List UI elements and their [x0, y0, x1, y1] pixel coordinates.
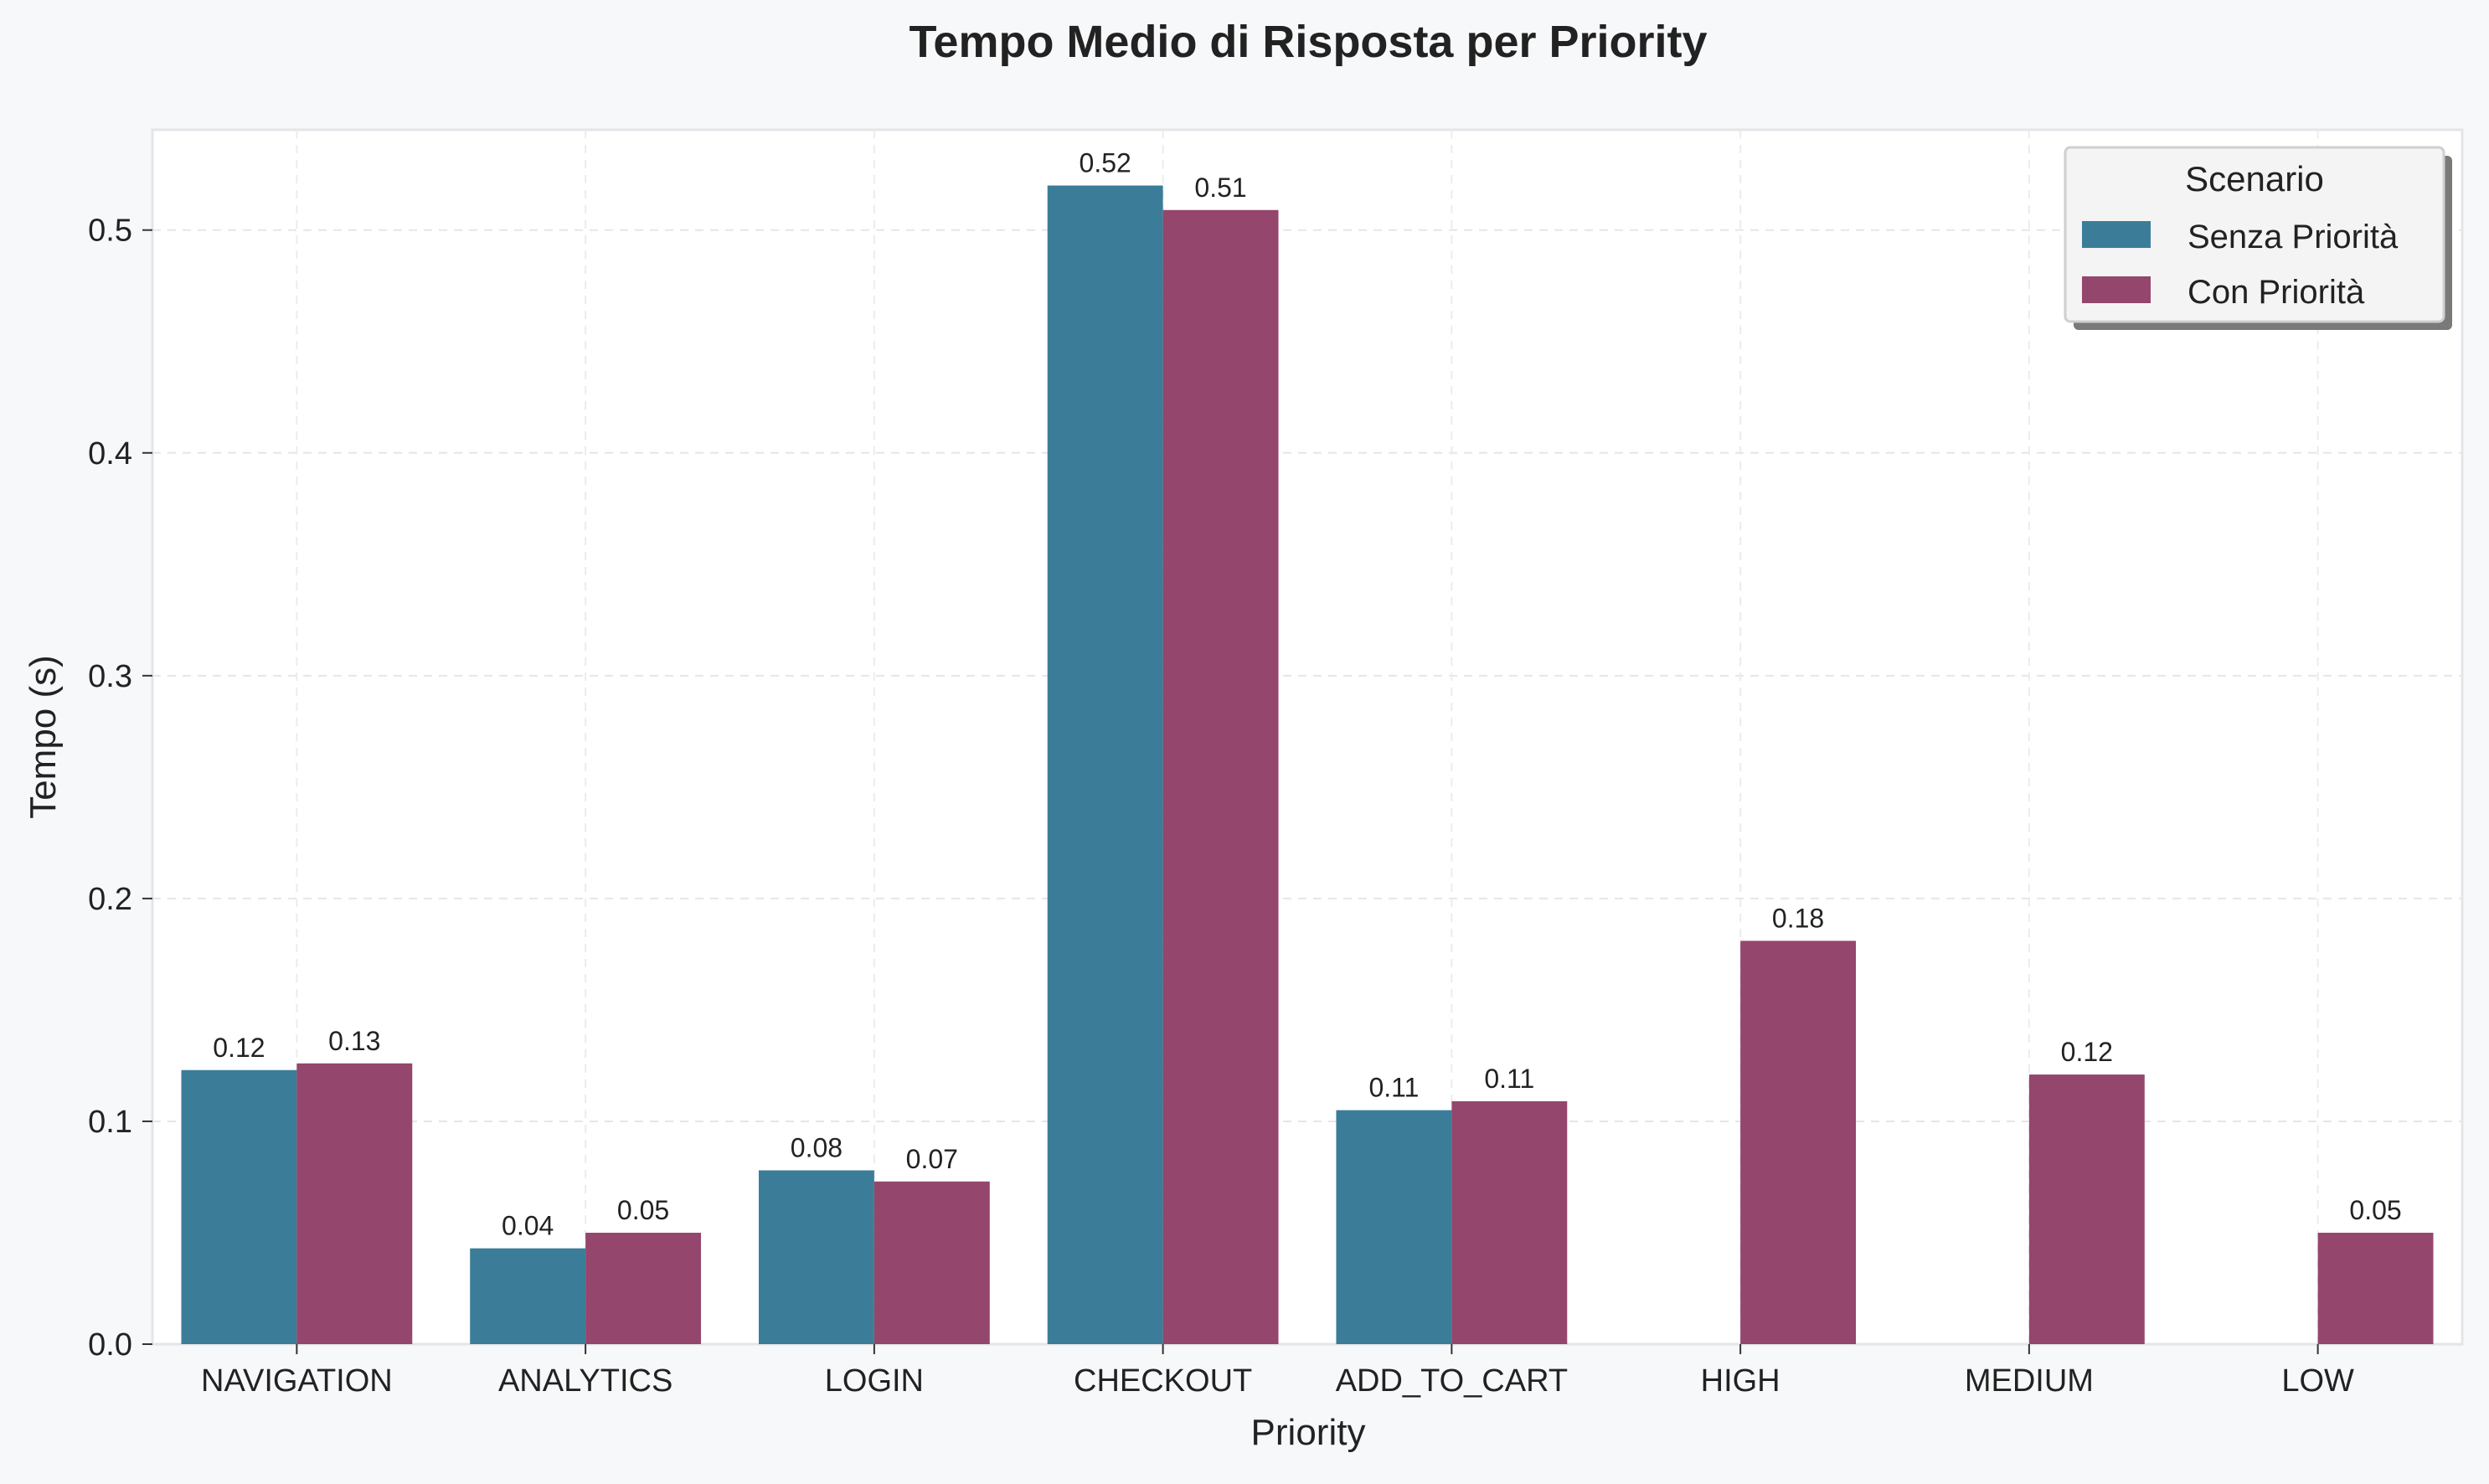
bar-senza-priorita: [758, 1170, 874, 1344]
data-label: 0.11: [1368, 1073, 1419, 1103]
bar-senza-priorita: [1336, 1110, 1452, 1344]
y-tick-label: 0.4: [88, 436, 132, 471]
y-tick-label: 0.5: [88, 214, 132, 249]
bar-senza-priorita: [181, 1069, 297, 1344]
data-label: 0.05: [617, 1195, 669, 1225]
bar-con-priorita: [2028, 1074, 2145, 1344]
axes: 0.0 0.1 0.2 0.3 0.4 0.5 NAVIGATION ANALYTICS LOG…: [88, 214, 2354, 1399]
legend-title: Scenario: [2185, 159, 2324, 198]
legend-label-senza-priorita: Senza Priorità: [2188, 219, 2399, 255]
x-axis-label: Priority: [1251, 1412, 1366, 1453]
bar-con-priorita: [585, 1232, 702, 1344]
x-tick-label: ADD_TO_CART: [1336, 1363, 1568, 1399]
x-tick-label: LOGIN: [825, 1363, 924, 1399]
data-label: 0.05: [2349, 1195, 2401, 1225]
bar-con-priorita: [1451, 1101, 1568, 1344]
chart-title: Tempo Medio di Risposta per Priority: [909, 17, 1707, 67]
data-label: 0.13: [328, 1026, 380, 1056]
y-tick-label: 0.2: [88, 882, 132, 917]
x-tick-label: NAVIGATION: [201, 1363, 393, 1399]
legend-label-con-priorita: Con Priorità: [2188, 274, 2365, 311]
bar-con-priorita: [1162, 209, 1279, 1345]
legend-box: [2064, 146, 2445, 323]
bar-senza-priorita: [470, 1248, 586, 1344]
data-label: 0.51: [1194, 173, 1246, 203]
data-label: 0.12: [2061, 1037, 2113, 1067]
y-tick-label: 0.0: [88, 1327, 132, 1363]
data-labels: 0.12 0.04 0.08 0.52 0.11 0.13 0.05 0.07 0.51 0.11…: [213, 148, 2401, 1241]
x-tick-label: MEDIUM: [1965, 1363, 2094, 1399]
bars: [181, 185, 2434, 1345]
data-label: 0.08: [791, 1132, 843, 1162]
data-label: 0.18: [1772, 903, 1824, 933]
x-tick-label: ANALYTICS: [498, 1363, 672, 1399]
legend-swatch-con-priorita: [2082, 276, 2151, 303]
data-label: 0.12: [213, 1033, 265, 1063]
data-label: 0.52: [1080, 148, 1131, 178]
legend: Scenario Senza Priorità Con Priorità: [2064, 146, 2452, 330]
bar-con-priorita: [1740, 940, 1857, 1344]
x-tick-label: HIGH: [1701, 1363, 1780, 1399]
legend-swatch-senza-priorita: [2082, 221, 2151, 248]
data-label: 0.04: [502, 1211, 554, 1241]
bar-con-priorita: [2317, 1232, 2434, 1344]
y-tick-label: 0.1: [88, 1105, 132, 1140]
bar-senza-priorita: [1047, 185, 1163, 1344]
bar-con-priorita: [296, 1063, 413, 1344]
data-label: 0.11: [1484, 1064, 1534, 1094]
data-label: 0.07: [906, 1144, 958, 1174]
y-tick-label: 0.3: [88, 659, 132, 694]
x-tick-label: LOW: [2281, 1363, 2354, 1399]
y-axis-label: Tempo (s): [23, 655, 64, 819]
x-tick-label: CHECKOUT: [1074, 1363, 1252, 1399]
bar-con-priorita: [873, 1181, 990, 1344]
